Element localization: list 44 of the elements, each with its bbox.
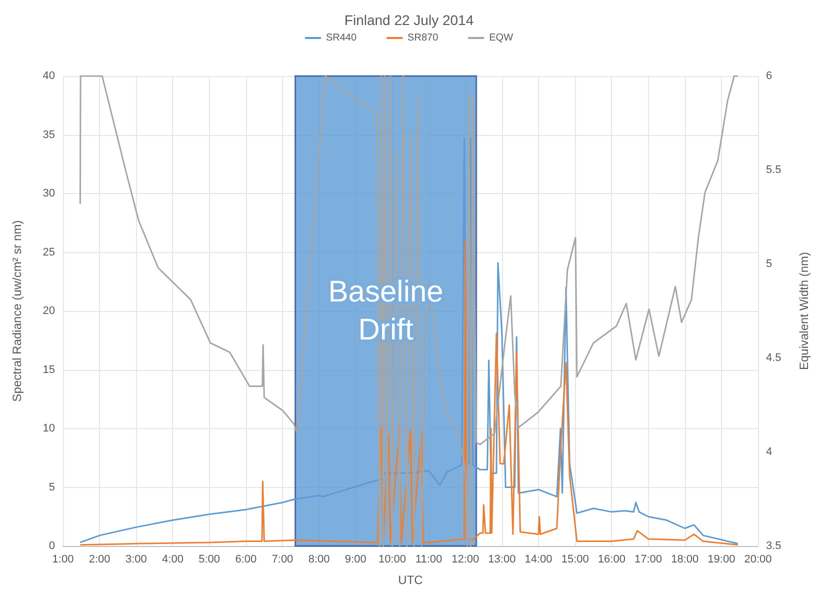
- x-tick-label: 3:00: [125, 554, 147, 566]
- x-tick-label: 2:00: [88, 554, 110, 566]
- y-axis-title: Spectral Radiance (uw/cm² sr nm): [10, 220, 24, 402]
- y-tick-label: 0: [48, 540, 55, 552]
- y2-tick-label: 4: [766, 446, 772, 458]
- x-tick-label: 14:00: [524, 554, 552, 566]
- y-tick-label: 25: [42, 246, 55, 258]
- x-tick-label: 20:00: [744, 554, 772, 566]
- legend-label: SR440: [326, 32, 357, 44]
- y2-tick-label: 6: [766, 70, 772, 82]
- y-tick-label: 15: [42, 364, 55, 376]
- y2-tick-label: 5.5: [766, 164, 782, 176]
- y2-axis-title: Equivalent Width (nm): [797, 252, 811, 370]
- x-tick-label: 8:00: [308, 554, 330, 566]
- y-tick-label: 10: [42, 422, 55, 434]
- x-tick-label: 9:00: [344, 554, 366, 566]
- x-tick-label: 13:00: [488, 554, 516, 566]
- x-tick-label: 7:00: [272, 554, 294, 566]
- x-tick-label: 19:00: [708, 554, 736, 566]
- y-tick-label: 20: [42, 305, 55, 317]
- x-tick-label: 10:00: [378, 554, 406, 566]
- y-tick-label: 35: [42, 128, 55, 141]
- x-tick-label: 6:00: [235, 554, 257, 566]
- y-tick-label: 40: [42, 70, 55, 82]
- x-tick-label: 5:00: [198, 554, 220, 566]
- y-tick-label: 30: [42, 188, 55, 200]
- y2-tick-label: 4.5: [766, 352, 782, 364]
- x-tick-label: 4:00: [162, 554, 184, 566]
- band-label: Baseline Drift: [328, 276, 444, 346]
- x-tick-label: 16:00: [598, 554, 626, 566]
- x-tick-label: 18:00: [671, 554, 699, 566]
- x-tick-label: 12:00: [452, 554, 480, 566]
- y-tick-label: 5: [48, 481, 55, 494]
- legend-label: SR870: [408, 32, 439, 44]
- x-tick-label: 17:00: [634, 554, 662, 566]
- chart-title: Finland 22 July 2014: [344, 12, 474, 28]
- x-tick-label: 1:00: [52, 554, 74, 566]
- y2-tick-label: 5: [766, 258, 772, 270]
- x-tick-label: 15:00: [561, 554, 589, 566]
- x-axis-title: UTC: [398, 573, 424, 587]
- line-series: [79, 240, 739, 546]
- x-tick-label: 11:00: [415, 554, 442, 566]
- legend-label: EQW: [489, 32, 514, 44]
- y2-tick-label: 3.5: [766, 540, 782, 552]
